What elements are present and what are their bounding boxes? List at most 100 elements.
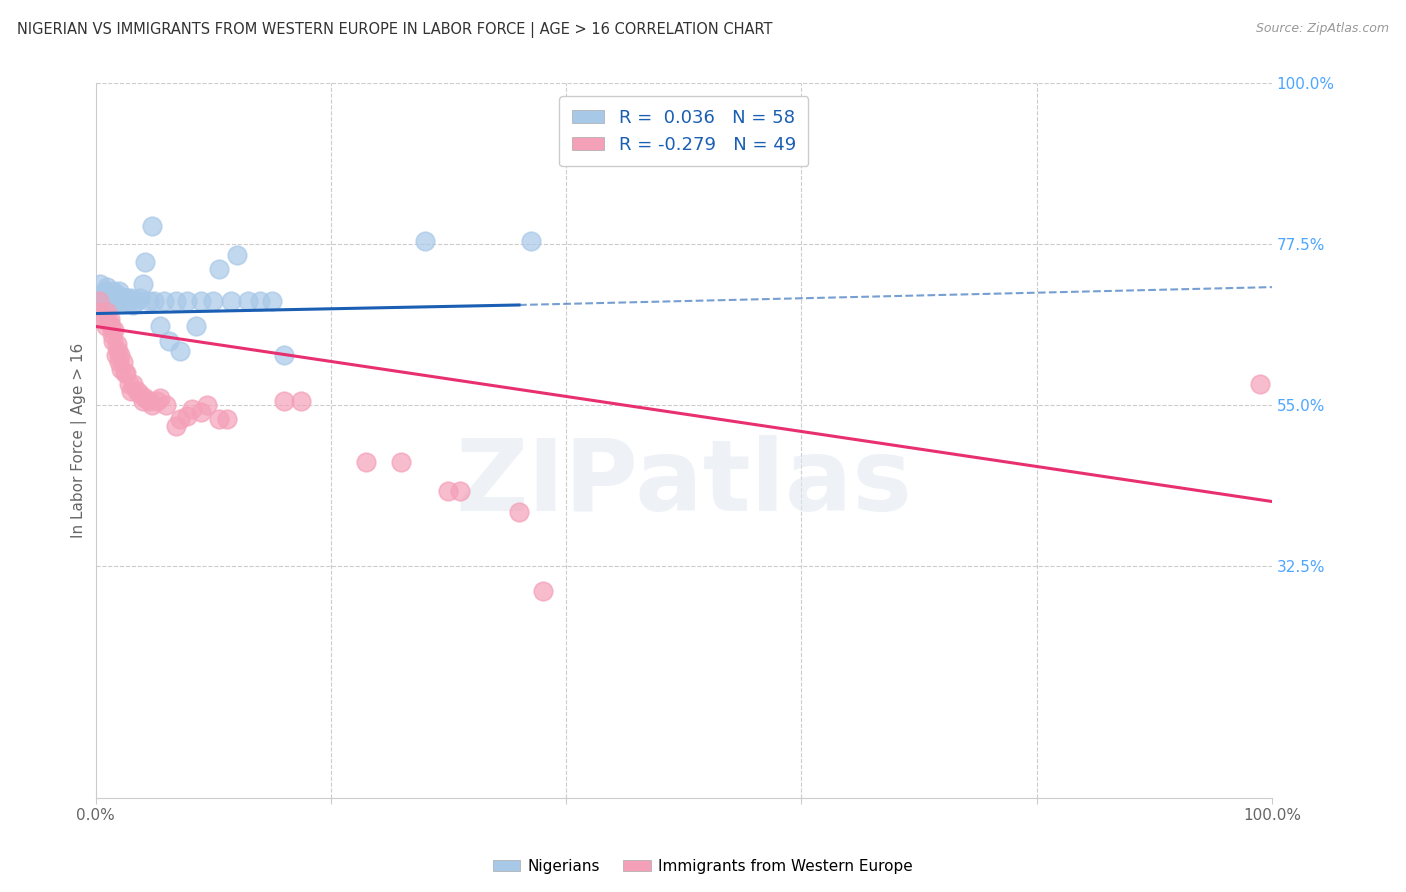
- Point: [93, 312, 115, 326]
- Point: [134, 391, 156, 405]
- Point: [103, 284, 125, 298]
- Point: [134, 255, 156, 269]
- Point: [90, 305, 112, 319]
- Text: Source: ZipAtlas.com: Source: ZipAtlas.com: [1256, 22, 1389, 36]
- Point: [273, 394, 295, 409]
- Point: [138, 294, 160, 309]
- Point: [100, 319, 122, 334]
- Point: [238, 294, 260, 309]
- Point: [108, 284, 131, 298]
- Point: [96, 305, 118, 319]
- Point: [110, 362, 132, 376]
- Point: [149, 391, 172, 405]
- Legend: R =  0.036   N = 58, R = -0.279   N = 49: R = 0.036 N = 58, R = -0.279 N = 49: [560, 96, 808, 166]
- Point: [89, 277, 111, 291]
- Point: [217, 412, 239, 426]
- Point: [117, 291, 139, 305]
- Point: [508, 505, 530, 519]
- Point: [110, 294, 132, 309]
- Point: [219, 294, 242, 309]
- Point: [195, 398, 218, 412]
- Point: [165, 419, 187, 434]
- Point: [1249, 376, 1271, 391]
- Point: [141, 398, 163, 412]
- Point: [273, 348, 295, 362]
- Legend: Nigerians, Immigrants from Western Europe: Nigerians, Immigrants from Western Europ…: [486, 853, 920, 880]
- Point: [125, 294, 148, 309]
- Point: [260, 294, 283, 309]
- Point: [98, 294, 121, 309]
- Point: [91, 291, 114, 305]
- Point: [190, 405, 212, 419]
- Point: [181, 401, 204, 416]
- Point: [94, 284, 117, 298]
- Point: [101, 326, 124, 341]
- Point: [141, 219, 163, 234]
- Point: [202, 294, 225, 309]
- Point: [131, 277, 153, 291]
- Point: [111, 355, 134, 369]
- Point: [103, 294, 125, 309]
- Point: [155, 398, 177, 412]
- Point: [131, 394, 153, 409]
- Point: [354, 455, 377, 469]
- Point: [120, 384, 142, 398]
- Point: [208, 412, 231, 426]
- Point: [105, 337, 128, 351]
- Point: [176, 294, 198, 309]
- Point: [149, 319, 172, 334]
- Point: [114, 366, 136, 380]
- Point: [208, 262, 231, 277]
- Point: [153, 294, 176, 309]
- Point: [108, 294, 131, 309]
- Point: [111, 291, 134, 305]
- Point: [97, 291, 120, 305]
- Point: [96, 280, 118, 294]
- Y-axis label: In Labor Force | Age > 16: In Labor Force | Age > 16: [72, 343, 87, 539]
- Text: NIGERIAN VS IMMIGRANTS FROM WESTERN EUROPE IN LABOR FORCE | AGE > 16 CORRELATION: NIGERIAN VS IMMIGRANTS FROM WESTERN EURO…: [17, 22, 772, 38]
- Point: [129, 387, 152, 401]
- Point: [110, 348, 132, 362]
- Point: [104, 291, 127, 305]
- Point: [114, 291, 136, 305]
- Point: [249, 294, 271, 309]
- Point: [145, 394, 167, 409]
- Point: [96, 291, 118, 305]
- Point: [157, 334, 180, 348]
- Point: [122, 298, 145, 312]
- Point: [97, 316, 120, 330]
- Point: [105, 294, 128, 309]
- Point: [100, 291, 122, 305]
- Point: [103, 291, 125, 305]
- Point: [96, 294, 118, 309]
- Point: [531, 583, 554, 598]
- Point: [391, 455, 413, 469]
- Point: [122, 376, 145, 391]
- Point: [112, 294, 135, 309]
- Point: [413, 234, 436, 248]
- Point: [176, 409, 198, 423]
- Point: [437, 483, 460, 498]
- Point: [225, 248, 247, 262]
- Point: [165, 294, 187, 309]
- Point: [96, 319, 118, 334]
- Point: [110, 291, 132, 305]
- Point: [520, 234, 543, 248]
- Point: [169, 344, 191, 359]
- Point: [87, 294, 110, 309]
- Point: [107, 291, 129, 305]
- Point: [98, 312, 121, 326]
- Point: [87, 291, 110, 305]
- Point: [190, 294, 212, 309]
- Point: [103, 334, 125, 348]
- Point: [98, 287, 121, 301]
- Point: [93, 287, 115, 301]
- Point: [125, 384, 148, 398]
- Text: ZIPatlas: ZIPatlas: [456, 435, 912, 533]
- Point: [90, 294, 112, 309]
- Point: [449, 483, 471, 498]
- Point: [101, 294, 124, 309]
- Point: [115, 366, 138, 380]
- Point: [115, 294, 138, 309]
- Point: [138, 394, 160, 409]
